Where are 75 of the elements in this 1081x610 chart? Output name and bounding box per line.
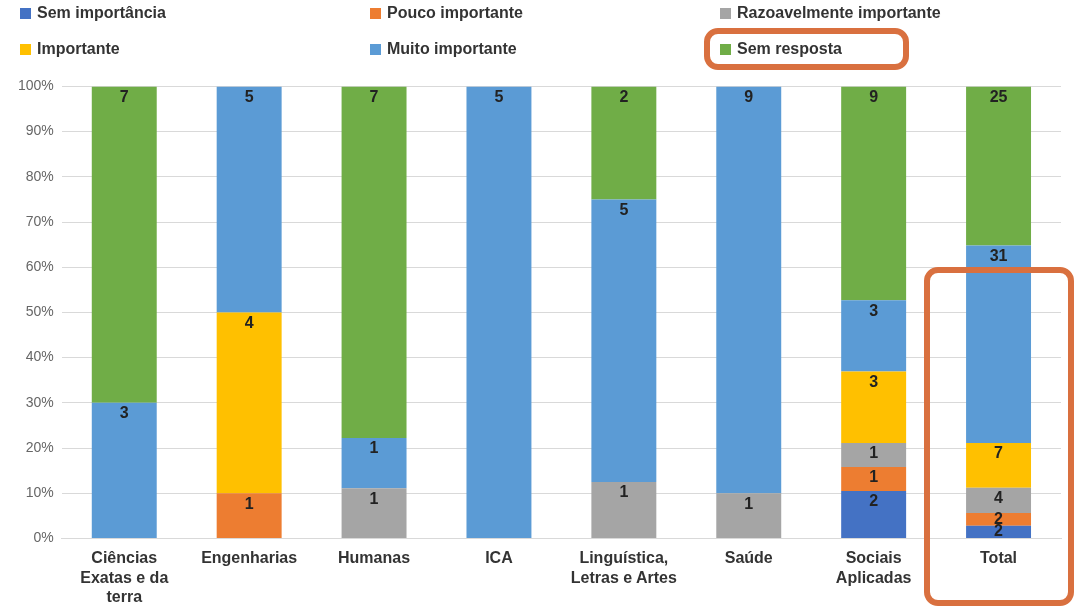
x-tick-label: Engenharias — [201, 549, 298, 567]
bar — [216, 312, 282, 494]
bar — [841, 371, 907, 444]
bar — [841, 490, 907, 538]
x-tick-label: Saúde — [724, 549, 773, 567]
x-tick-label: Ciências Exatas e da terra — [80, 549, 169, 605]
y-tick-label: 100% — [17, 77, 54, 94]
annotation: 3 — [869, 373, 879, 391]
y-tick-label: 20% — [25, 438, 54, 455]
annotation: 25 — [989, 87, 1008, 105]
x-tick-label: Sociais Aplicadas — [835, 549, 912, 586]
bar — [91, 402, 157, 538]
annotation: 3 — [119, 404, 129, 422]
bar — [341, 438, 407, 489]
bar — [341, 488, 407, 538]
legend-label: Razoavelmente importante — [737, 4, 941, 22]
bar — [841, 466, 907, 491]
legend-label: Pouco importante — [387, 4, 524, 22]
annotation: 1 — [369, 439, 379, 457]
annotation: 9 — [869, 87, 879, 105]
bar — [216, 86, 282, 313]
bar — [341, 86, 407, 439]
annotation: 4 — [994, 489, 1004, 507]
bar — [841, 443, 907, 467]
annotation: 4 — [244, 313, 254, 331]
x-tick-label: Total — [980, 549, 1018, 567]
legend-label: Importante — [37, 40, 120, 58]
y-tick-label: 80% — [25, 167, 54, 184]
bar — [591, 86, 657, 200]
annotation: 31 — [989, 246, 1008, 264]
x-tick-label: Humanas — [338, 549, 411, 567]
bar — [91, 86, 157, 403]
y-tick-label: 30% — [25, 393, 54, 410]
bar — [216, 493, 282, 538]
annotation: 5 — [244, 87, 254, 105]
bar — [466, 86, 532, 538]
x-tick-label: Linguística, Letras e Artes — [570, 549, 678, 586]
legend-label: Muito importante — [387, 40, 517, 58]
y-tick-label: 90% — [25, 122, 54, 139]
bar — [966, 443, 1032, 488]
annotation: 1 — [244, 494, 254, 512]
annotation: 2 — [869, 492, 879, 510]
x-tick-label: ICA — [485, 549, 514, 567]
legend-label: Sem resposta — [737, 40, 842, 58]
bar — [966, 525, 1032, 538]
bar — [966, 513, 1032, 526]
bar — [841, 300, 907, 372]
annotation: 7 — [369, 87, 379, 105]
annotation: 7 — [119, 87, 129, 105]
annotation: 1 — [869, 444, 879, 462]
bar — [716, 493, 782, 538]
y-tick-label: 40% — [25, 348, 54, 365]
annotation: 1 — [744, 494, 754, 512]
y-tick-label: 60% — [25, 258, 54, 275]
annotation: 9 — [744, 87, 754, 105]
annotation: 1 — [369, 489, 379, 507]
annotation: 5 — [494, 87, 504, 105]
bar — [591, 481, 657, 538]
annotation: 2 — [619, 87, 629, 105]
annotation: 7 — [994, 444, 1004, 462]
annotation: 5 — [619, 200, 629, 218]
bar — [966, 487, 1032, 514]
y-tick-label: 0% — [33, 529, 54, 546]
annotation: 1 — [869, 468, 879, 486]
annotation: 3 — [869, 301, 879, 319]
bar — [591, 199, 657, 482]
bar — [966, 245, 1032, 444]
legend-label: Sem importância — [37, 4, 166, 22]
bar — [841, 86, 907, 301]
bar — [716, 86, 782, 494]
y-tick-label: 70% — [25, 212, 54, 229]
annotation: 1 — [619, 483, 629, 501]
bar — [966, 86, 1032, 246]
y-tick-label: 10% — [25, 484, 54, 501]
y-tick-label: 50% — [25, 303, 54, 320]
